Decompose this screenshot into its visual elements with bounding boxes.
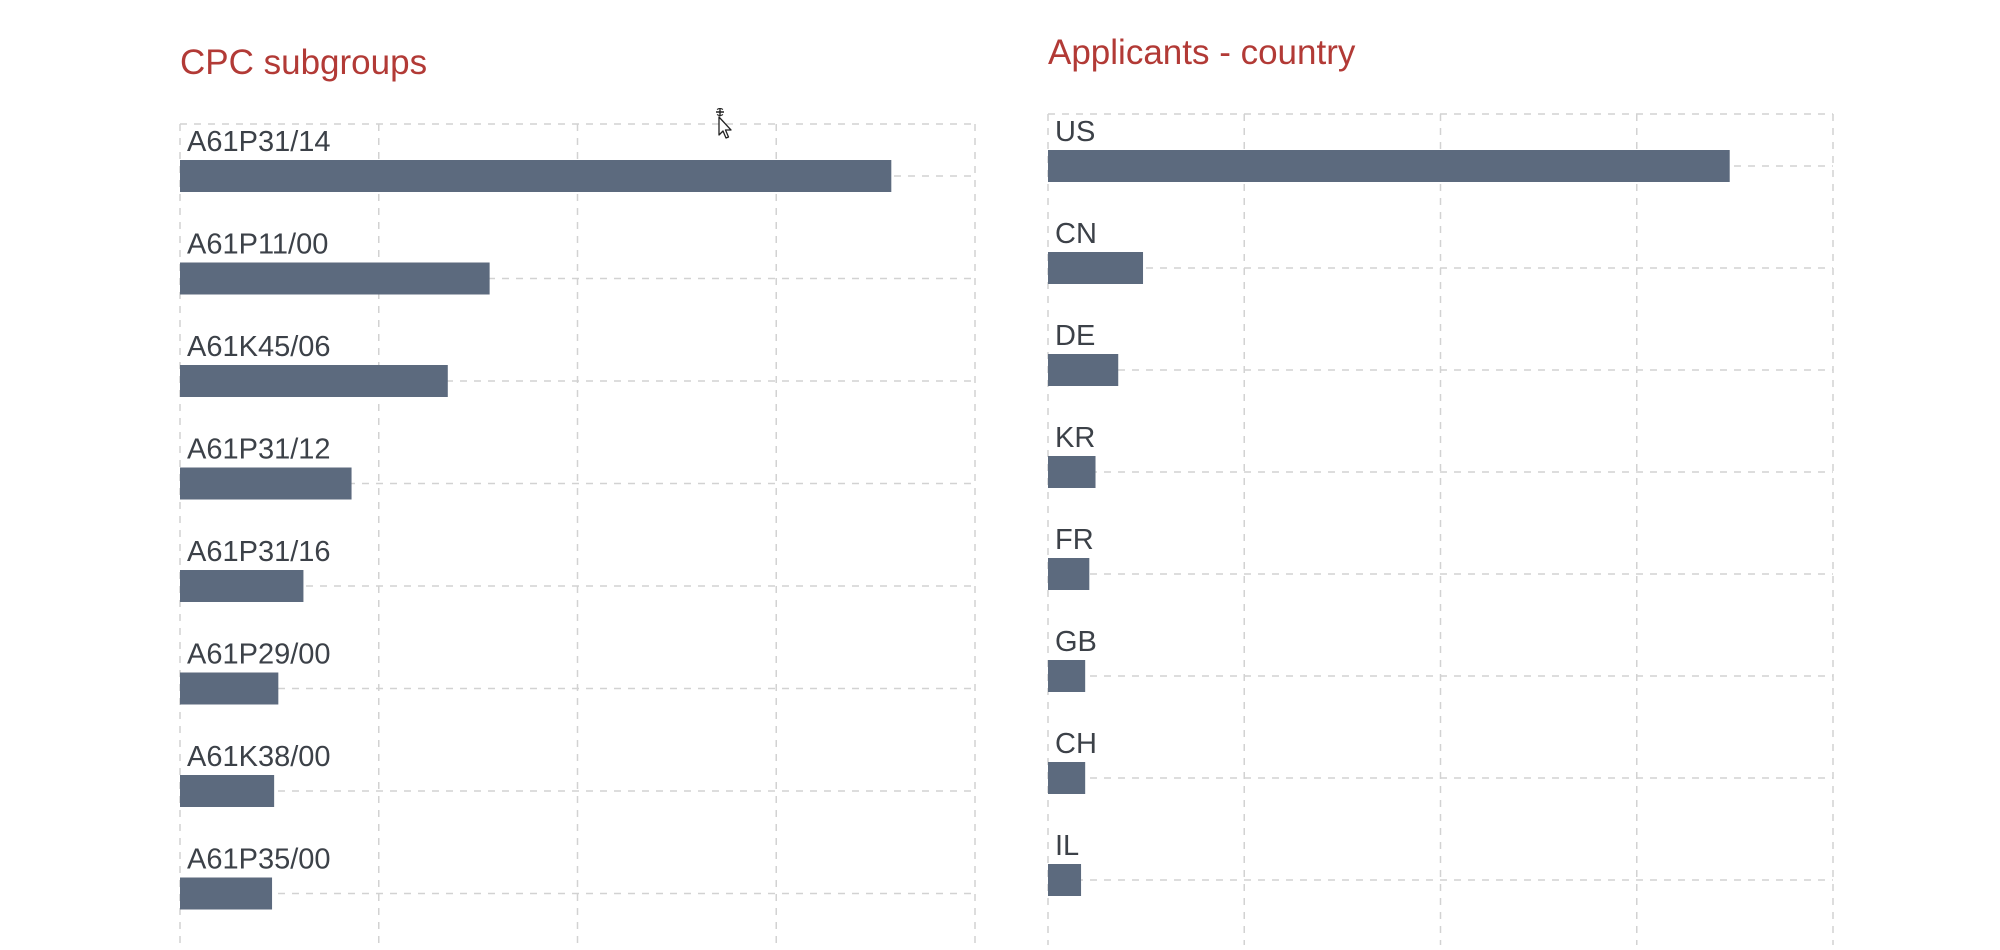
bar-a61p29-00 — [180, 672, 279, 705]
bar-a61p31-12 — [180, 467, 352, 500]
category-label: IL — [1055, 830, 1079, 862]
category-label: A61P29/00 — [187, 639, 331, 671]
category-label: A61P31/16 — [187, 536, 331, 568]
category-label: CN — [1055, 218, 1097, 250]
category-label: US — [1055, 116, 1095, 148]
category-label: KR — [1055, 422, 1095, 454]
applicants-country-chart: Applicants - country US CN DE KR FR GB CH IL — [1047, 33, 1834, 945]
bar-a61p31-16 — [180, 570, 304, 602]
category-label: A61P31/14 — [187, 126, 331, 158]
move-cursor-icon — [716, 108, 732, 139]
bar-a61p11-00 — [180, 262, 490, 295]
category-label: A61P35/00 — [187, 844, 331, 876]
bar-a61k45-06 — [180, 365, 448, 397]
bar-a61k38-00 — [180, 775, 275, 807]
bar-a61p35-00 — [180, 877, 273, 910]
chart-title: CPC subgroups — [180, 43, 427, 82]
bar-kr — [1048, 456, 1096, 488]
bar-ch — [1048, 762, 1086, 794]
category-label: A61K38/00 — [187, 741, 331, 773]
bar-gb — [1048, 660, 1086, 692]
bar-fr — [1048, 558, 1090, 590]
horizontal-gridlines — [1048, 113, 1833, 881]
category-label: FR — [1055, 524, 1094, 556]
bar-cn — [1048, 252, 1144, 284]
vertical-gridlines — [1047, 114, 1834, 945]
chart-title: Applicants - country — [1048, 33, 1356, 72]
category-label: DE — [1055, 320, 1095, 352]
category-label: A61P11/00 — [187, 229, 328, 261]
category-label: A61P31/12 — [187, 434, 331, 466]
bar-de — [1048, 354, 1119, 386]
bar-a61p31-14 — [180, 160, 892, 192]
bar-us — [1048, 150, 1730, 182]
category-label: GB — [1055, 626, 1097, 658]
bar-il — [1048, 864, 1082, 896]
cpc-subgroups-chart: CPC subgroups A61P31/14 A61P11/00 A61K45/06… — [179, 43, 976, 950]
category-label: CH — [1055, 728, 1097, 760]
category-label: A61K45/06 — [187, 331, 331, 363]
